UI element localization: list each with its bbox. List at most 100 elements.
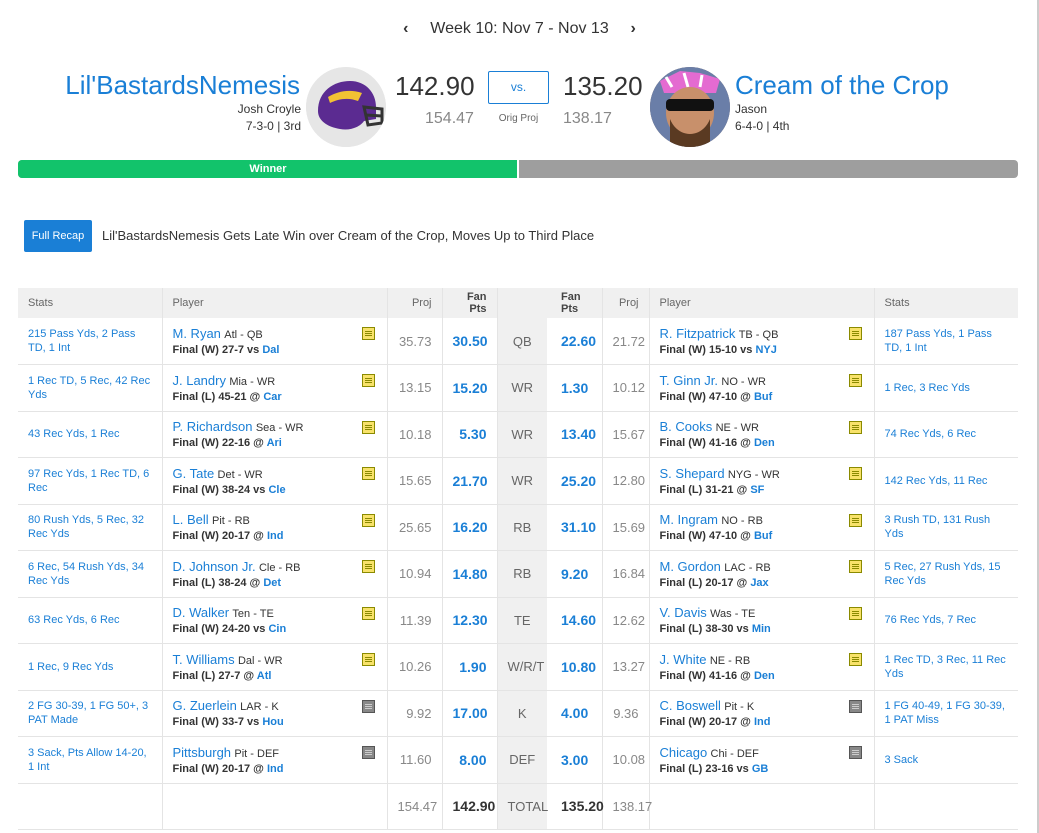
player-note-icon[interactable] xyxy=(361,653,375,666)
stats-cell-left[interactable]: 3 Sack, Pts Allow 14-20, 1 Int xyxy=(18,736,163,784)
player-name-link[interactable]: M. Ryan xyxy=(172,326,221,341)
stats-cell-left[interactable]: 1 Rec, 9 Rec Yds xyxy=(18,643,163,691)
stats-cell-right[interactable]: 1 FG 40-49, 1 FG 30-39, 1 PAT Miss xyxy=(874,690,1018,737)
player-name-link[interactable]: T. Ginn Jr. xyxy=(659,372,719,388)
opponent-link[interactable]: Buf xyxy=(753,390,773,403)
opponent-link[interactable]: Den xyxy=(753,437,775,450)
player-name-link[interactable]: G. Tate xyxy=(172,465,215,481)
pts-cell-right[interactable]: 31.10 xyxy=(547,504,603,551)
opponent-link[interactable]: Ind xyxy=(266,530,284,543)
stats-cell-left[interactable]: 63 Rec Yds, 6 Rec xyxy=(18,597,163,644)
pts-cell-left[interactable]: 17.00 xyxy=(442,690,498,737)
pts-cell-left[interactable]: 16.20 xyxy=(442,504,498,551)
stats-cell-left[interactable]: 2 FG 30-39, 1 FG 50+, 3 PAT Made xyxy=(18,690,163,737)
player-note-icon[interactable] xyxy=(848,560,862,573)
opponent-link[interactable]: Den xyxy=(753,669,775,682)
chevron-left-icon[interactable]: ‹ xyxy=(403,20,409,37)
player-note-icon[interactable] xyxy=(361,327,375,340)
player-note-icon[interactable] xyxy=(361,467,375,480)
opponent-link[interactable]: Car xyxy=(263,390,282,403)
pts-cell-left[interactable]: 5.30 xyxy=(442,411,498,458)
pts-cell-right[interactable]: 3.00 xyxy=(547,736,603,784)
pts-cell-right[interactable]: 22.60 xyxy=(547,318,603,365)
opponent-link[interactable]: Cin xyxy=(268,623,287,636)
pts-cell-left[interactable]: 15.20 xyxy=(442,364,498,412)
player-name-link[interactable]: R. Fitzpatrick xyxy=(659,326,736,341)
player-note-icon[interactable] xyxy=(361,513,375,527)
player-name-link[interactable]: Pittsburgh xyxy=(172,744,232,760)
pts-cell-right[interactable]: 10.80 xyxy=(547,643,603,691)
stats-cell-right[interactable]: 3 Rush TD, 131 Rush Yds xyxy=(874,504,1018,551)
player-name-link[interactable]: V. Davis xyxy=(659,605,707,621)
stats-cell-left[interactable]: 80 Rush Yds, 5 Rec, 32 Rec Yds xyxy=(18,504,163,551)
player-name-link[interactable]: B. Cooks xyxy=(659,419,713,435)
opponent-link[interactable]: Dal xyxy=(262,344,280,356)
player-name-link[interactable]: T. Williams xyxy=(172,651,235,667)
player-name-link[interactable]: C. Boswell xyxy=(659,698,721,714)
player-name-link[interactable]: M. Gordon xyxy=(659,558,721,574)
opponent-link[interactable]: Min xyxy=(751,623,771,636)
player-name-link[interactable]: P. Richardson xyxy=(172,419,253,435)
player-name-link[interactable]: Chicago xyxy=(659,744,708,760)
stats-cell-right[interactable]: 5 Rec, 27 Rush Yds, 15 Rec Yds xyxy=(874,550,1018,598)
opponent-link[interactable]: NYJ xyxy=(755,344,777,356)
player-note-icon[interactable] xyxy=(848,467,862,480)
left-team-avatar[interactable] xyxy=(306,67,386,147)
player-name-link[interactable]: J. Landry xyxy=(172,372,226,388)
pts-cell-right[interactable]: 9.20 xyxy=(547,550,603,598)
pts-cell-left[interactable]: 12.30 xyxy=(442,597,498,644)
player-note-icon[interactable] xyxy=(848,653,862,666)
opponent-link[interactable]: Jax xyxy=(750,576,769,589)
left-team-name[interactable]: Lil'BastardsNemesis xyxy=(65,70,300,100)
player-note-icon[interactable] xyxy=(361,699,375,713)
opponent-link[interactable]: Atl xyxy=(256,669,272,682)
stats-cell-right[interactable]: 1 Rec, 3 Rec Yds xyxy=(874,364,1018,412)
player-note-icon[interactable] xyxy=(848,699,862,713)
stats-cell-left[interactable]: 6 Rec, 54 Rush Yds, 34 Rec Yds xyxy=(18,550,163,598)
pts-cell-left[interactable]: 8.00 xyxy=(442,736,498,784)
stats-cell-left[interactable]: 215 Pass Yds, 2 Pass TD, 1 Int xyxy=(18,318,163,365)
stats-cell-right[interactable]: 74 Rec Yds, 6 Rec xyxy=(874,411,1018,458)
player-note-icon[interactable] xyxy=(848,374,862,387)
player-note-icon[interactable] xyxy=(848,327,862,340)
right-team-name[interactable]: Cream of the Crop xyxy=(735,70,949,100)
stats-cell-right[interactable]: 187 Pass Yds, 1 Pass TD, 1 Int xyxy=(874,318,1018,365)
pts-cell-right[interactable]: 25.20 xyxy=(547,457,603,505)
pts-cell-left[interactable]: 1.90 xyxy=(442,643,498,691)
stats-cell-left[interactable]: 1 Rec TD, 5 Rec, 42 Rec Yds xyxy=(18,364,163,412)
pts-cell-right[interactable]: 14.60 xyxy=(547,597,603,644)
player-name-link[interactable]: L. Bell xyxy=(172,512,209,528)
opponent-link[interactable]: GB xyxy=(751,762,769,775)
pts-cell-left[interactable]: 30.50 xyxy=(442,318,498,365)
player-name-link[interactable]: G. Zuerlein xyxy=(172,698,237,714)
opponent-link[interactable]: Buf xyxy=(753,530,773,543)
opponent-link[interactable]: SF xyxy=(750,483,765,496)
player-name-link[interactable]: D. Johnson Jr. xyxy=(172,558,256,574)
player-note-icon[interactable] xyxy=(848,420,862,434)
player-note-icon[interactable] xyxy=(361,746,375,759)
player-name-link[interactable]: J. White xyxy=(659,651,707,667)
stats-cell-right[interactable]: 76 Rec Yds, 7 Rec xyxy=(874,597,1018,644)
opponent-link[interactable]: Hou xyxy=(262,716,284,729)
pts-cell-right[interactable]: 4.00 xyxy=(547,690,603,737)
stats-cell-right[interactable]: 1 Rec TD, 3 Rec, 11 Rec Yds xyxy=(874,643,1018,691)
player-name-link[interactable]: D. Walker xyxy=(172,605,230,621)
opponent-link[interactable]: Ind xyxy=(266,762,284,775)
opponent-link[interactable]: Det xyxy=(263,576,282,589)
stats-cell-left[interactable]: 97 Rec Yds, 1 Rec TD, 6 Rec xyxy=(18,457,163,505)
player-note-icon[interactable] xyxy=(361,420,375,434)
pts-cell-right[interactable]: 13.40 xyxy=(547,411,603,458)
chevron-right-icon[interactable]: › xyxy=(630,20,636,37)
player-name-link[interactable]: M. Ingram xyxy=(659,512,719,528)
player-note-icon[interactable] xyxy=(848,606,862,620)
pts-cell-right[interactable]: 1.30 xyxy=(547,364,603,412)
right-team-avatar[interactable] xyxy=(650,67,730,147)
pts-cell-left[interactable]: 21.70 xyxy=(442,457,498,505)
player-note-icon[interactable] xyxy=(361,374,375,387)
stats-cell-right[interactable]: 3 Sack xyxy=(874,736,1018,784)
opponent-link[interactable]: Cle xyxy=(268,483,286,496)
opponent-link[interactable]: Ari xyxy=(266,437,282,450)
stats-cell-right[interactable]: 142 Rec Yds, 11 Rec xyxy=(874,457,1018,505)
player-note-icon[interactable] xyxy=(361,560,375,573)
full-recap-button[interactable]: Full Recap xyxy=(24,220,92,252)
